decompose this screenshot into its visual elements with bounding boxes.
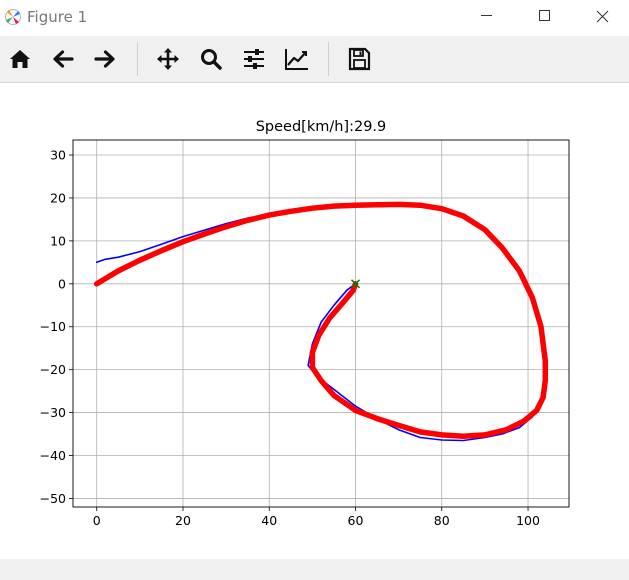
driven-trajectory-line <box>93 201 549 439</box>
toolbar-separator <box>328 42 329 76</box>
back-button[interactable] <box>50 46 76 72</box>
reference-path-line <box>95 203 547 442</box>
minimize-button[interactable] <box>463 0 509 33</box>
save-button[interactable] <box>346 46 372 72</box>
toolbar-separator <box>137 42 138 76</box>
y-tick-label: −20 <box>40 362 66 377</box>
y-tick-label: 10 <box>50 233 66 248</box>
magnifier-icon <box>201 49 222 70</box>
close-icon <box>596 10 609 23</box>
sliders-icon <box>244 49 264 69</box>
x-tick-label: 100 <box>516 513 540 528</box>
plot-lines <box>93 201 549 442</box>
arrow-right-icon <box>94 50 115 68</box>
y-tick-label: −40 <box>40 448 66 463</box>
line-chart-icon <box>285 49 308 70</box>
navigation-toolbar <box>0 36 629 83</box>
floppy-disk-icon <box>348 47 371 71</box>
x-tick-label: 0 <box>93 513 101 528</box>
minimize-icon <box>481 15 492 16</box>
home-button[interactable] <box>7 46 33 72</box>
axes <box>69 139 570 511</box>
y-tick-label: 30 <box>50 148 66 163</box>
y-tick-label: −50 <box>40 491 66 506</box>
window-title: Figure 1 <box>27 8 88 26</box>
arrow-left-icon <box>53 50 74 68</box>
pan-button[interactable] <box>155 46 181 72</box>
status-bar <box>0 559 629 580</box>
window-titlebar: Figure 1 <box>0 0 629 33</box>
x-tick-label: 80 <box>434 513 450 528</box>
x-tick-label: 60 <box>348 513 364 528</box>
configure-subplots-button[interactable] <box>241 46 267 72</box>
matplotlib-logo-icon <box>3 7 23 27</box>
move-icon <box>157 48 179 70</box>
edit-axis-button[interactable] <box>284 46 310 72</box>
close-button[interactable] <box>579 0 625 33</box>
chart-title: Speed[km/h]:29.9 <box>256 119 387 135</box>
y-tick-label: 20 <box>50 190 66 205</box>
x-tick-label: 40 <box>261 513 277 528</box>
grid-lines <box>73 140 569 507</box>
y-tick-label: −10 <box>40 319 66 334</box>
forward-button[interactable] <box>92 46 118 72</box>
x-tick-label: 20 <box>175 513 191 528</box>
y-tick-label: 0 <box>58 276 66 291</box>
maximize-button[interactable] <box>521 0 567 33</box>
zoom-button[interactable] <box>198 46 224 72</box>
maximize-icon <box>539 10 550 21</box>
tick-labels: 0 20 40 60 80 100 −50 −40 −30 −20 −10 0 10 20 30 <box>40 148 540 528</box>
home-icon <box>10 50 30 68</box>
figure-canvas[interactable]: Speed[km/h]:29.9 0 20 40 60 80 100−50−40−30−2… <box>0 83 629 559</box>
axes-frame <box>72 139 570 508</box>
y-tick-label: −30 <box>40 405 66 420</box>
goal-marker <box>350 279 361 289</box>
